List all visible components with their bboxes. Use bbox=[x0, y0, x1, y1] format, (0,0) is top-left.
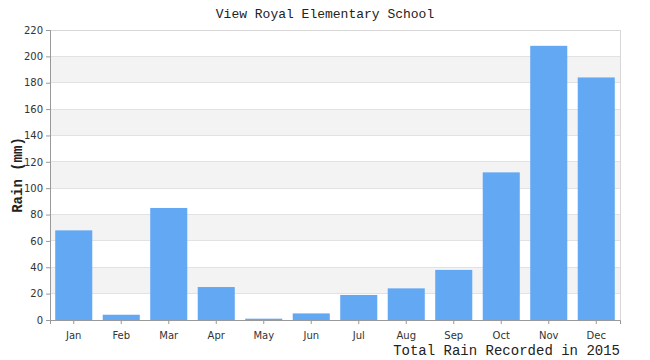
bars bbox=[55, 46, 615, 320]
x-tick: Jan bbox=[65, 320, 81, 341]
x-tick-label: Jan bbox=[65, 330, 81, 341]
x-tick: Apr bbox=[208, 320, 226, 341]
x-tick-label: Dec bbox=[587, 330, 606, 341]
x-axis-line bbox=[51, 321, 621, 325]
x-tick-label: Apr bbox=[208, 330, 226, 341]
x-tick-mark bbox=[73, 320, 74, 324]
x-tick-mark bbox=[548, 320, 549, 324]
y-tick-label: 20 bbox=[30, 288, 43, 299]
y-tick-label: 100 bbox=[24, 183, 43, 194]
y-tick: 120 bbox=[24, 157, 50, 168]
x-axis: Jan Feb Mar Apr May Jun Jul Aug Sep Oct Nov Dec bbox=[51, 320, 621, 341]
y-axis-title: Rain (mm) bbox=[10, 137, 26, 213]
y-tick-label: 200 bbox=[24, 51, 43, 62]
y-tick: 40 bbox=[30, 262, 50, 273]
y-tick: 80 bbox=[30, 209, 50, 220]
bar bbox=[150, 208, 187, 320]
y-tick-label: 60 bbox=[30, 236, 43, 247]
y-tick: 140 bbox=[24, 130, 50, 141]
y-tick-mark bbox=[46, 320, 50, 321]
y-tick: 60 bbox=[30, 236, 50, 247]
x-tick: Jun bbox=[302, 320, 319, 341]
y-tick-mark bbox=[46, 109, 50, 110]
x-tick-label: Mar bbox=[159, 330, 179, 341]
x-tick-mark bbox=[358, 320, 359, 324]
x-tick: Nov bbox=[539, 320, 559, 341]
y-tick: 20 bbox=[30, 288, 50, 299]
x-tick-mark bbox=[263, 320, 264, 324]
y-tick-label: 140 bbox=[24, 130, 43, 141]
y-tick-label: 80 bbox=[30, 209, 43, 220]
x-tick-mark bbox=[121, 320, 122, 324]
chart: 0 20 40 60 80 100 120 140 160 180 200 220 Jan Feb Mar A… bbox=[0, 0, 650, 360]
x-tick-label: Aug bbox=[396, 330, 416, 341]
bar bbox=[530, 46, 567, 320]
x-tick: Oct bbox=[493, 320, 510, 341]
x-tick-label: May bbox=[253, 330, 274, 341]
bar bbox=[198, 287, 235, 320]
y-tick-mark bbox=[46, 30, 50, 31]
y-tick-label: 40 bbox=[30, 262, 43, 273]
bar bbox=[578, 77, 615, 320]
x-tick-label: Nov bbox=[539, 330, 559, 341]
y-tick-mark bbox=[46, 135, 50, 136]
bar bbox=[293, 313, 330, 320]
y-tick-mark bbox=[46, 294, 50, 295]
x-tick: Sep bbox=[444, 320, 463, 341]
y-tick-mark bbox=[46, 188, 50, 189]
y-tick-mark bbox=[46, 56, 50, 57]
y-tick: 200 bbox=[24, 51, 50, 62]
plot-frame bbox=[50, 30, 620, 320]
bar bbox=[340, 295, 377, 320]
bar bbox=[103, 315, 140, 320]
y-tick-label: 180 bbox=[24, 77, 43, 88]
y-tick-label: 160 bbox=[24, 104, 43, 115]
bar bbox=[483, 172, 520, 320]
y-tick-mark bbox=[46, 267, 50, 268]
y-tick-label: 220 bbox=[24, 25, 43, 36]
y-tick-mark bbox=[46, 215, 50, 216]
x-tick: Dec bbox=[587, 320, 606, 341]
y-tick-label: 0 bbox=[37, 315, 43, 326]
x-tick-mark bbox=[216, 320, 217, 324]
y-tick: 160 bbox=[24, 104, 50, 115]
y-tick-mark bbox=[46, 241, 50, 242]
x-axis-title: Total Rain Recorded in 2015 bbox=[393, 343, 620, 359]
title: View Royal Elementary School bbox=[216, 7, 435, 22]
x-tick: May bbox=[253, 320, 274, 341]
x-tick-mark bbox=[453, 320, 454, 324]
y-axis-line bbox=[46, 31, 51, 321]
y-tick-mark bbox=[46, 162, 50, 163]
bar bbox=[388, 288, 425, 320]
x-tick-mark bbox=[406, 320, 407, 324]
x-tick-mark bbox=[596, 320, 597, 324]
bar bbox=[55, 230, 92, 320]
y-tick: 220 bbox=[24, 25, 50, 36]
y-tick: 100 bbox=[24, 183, 50, 194]
x-tick-label: Feb bbox=[112, 330, 130, 341]
x-tick: Jul bbox=[352, 320, 365, 341]
bar bbox=[435, 270, 472, 320]
grid bbox=[50, 30, 620, 320]
y-axis: 0 20 40 60 80 100 120 140 160 180 200 220 bbox=[24, 25, 51, 326]
y-tick-label: 120 bbox=[24, 157, 43, 168]
x-tick-label: Jul bbox=[352, 330, 365, 341]
plot: 0 20 40 60 80 100 120 140 160 180 200 220 Jan Feb Mar A… bbox=[24, 25, 621, 341]
y-tick: 180 bbox=[24, 77, 50, 88]
x-tick: Aug bbox=[396, 320, 416, 341]
x-tick-label: Oct bbox=[493, 330, 510, 341]
x-tick-label: Sep bbox=[444, 330, 463, 341]
x-tick-mark bbox=[168, 320, 169, 324]
x-tick-label: Jun bbox=[302, 330, 319, 341]
y-tick-mark bbox=[46, 83, 50, 84]
x-tick-mark bbox=[311, 320, 312, 324]
x-tick: Mar bbox=[159, 320, 179, 341]
y-tick: 0 bbox=[37, 315, 50, 326]
x-tick-mark bbox=[501, 320, 502, 324]
x-tick: Feb bbox=[112, 320, 130, 341]
